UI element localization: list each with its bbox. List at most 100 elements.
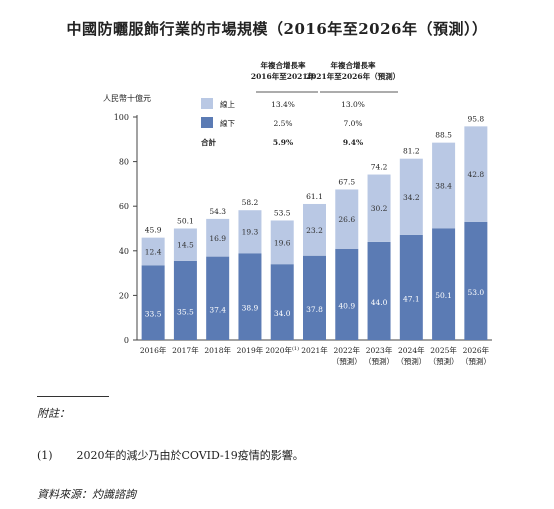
bar-total-value: 74.2 [371, 163, 388, 172]
bar-offline-value: 53.0 [468, 288, 485, 297]
bar-online-value: 42.8 [468, 170, 485, 179]
cagr-total-label: 合計 [201, 137, 216, 147]
cagr-header: 年複合增長率 [261, 60, 306, 70]
x-tick-label: 2022年 [333, 345, 360, 355]
cagr-value: 2.5% [273, 119, 292, 128]
bar-online [464, 126, 488, 222]
note-item: (1) 2020年的減少乃由於COVID-19疫情的影響。 [37, 447, 304, 463]
bar-online [303, 203, 326, 256]
x-tick-sublabel: （預測） [429, 356, 459, 366]
bar-online [335, 189, 359, 249]
bar-total-value: 53.5 [274, 208, 291, 217]
bar-offline [464, 221, 488, 340]
bar-total-value: 45.9 [145, 226, 162, 235]
y-tick-label: 60 [119, 202, 129, 211]
bar-total-value: 95.8 [468, 114, 485, 123]
bar-total-value: 67.5 [338, 177, 355, 186]
legend-swatch-offline [201, 117, 213, 128]
bar-offline-value: 37.4 [209, 305, 226, 314]
bar-offline-value: 44.0 [371, 298, 388, 307]
x-tick-sublabel: （預測） [396, 356, 426, 366]
x-tick-label: 2025年 [430, 345, 457, 355]
y-tick-label: 100 [114, 113, 129, 122]
note-number: (1) [37, 449, 53, 462]
bar-online-value: 19.6 [274, 238, 291, 247]
bar-offline [303, 255, 326, 340]
bar-online [206, 218, 230, 257]
x-tick-footnote-marker: (1) [292, 345, 299, 352]
bar-online [432, 142, 456, 229]
bar-online [141, 237, 165, 266]
bar-online-value: 30.2 [371, 204, 388, 213]
bar-online [270, 220, 294, 265]
bar-offline [367, 241, 391, 340]
cagr-value: 13.0% [341, 100, 365, 109]
bar-total-value: 88.5 [435, 131, 452, 140]
x-tick-sublabel: （預測） [461, 356, 491, 366]
x-tick-sublabel: （預測） [364, 356, 394, 366]
bar-offline-value: 50.1 [435, 291, 452, 300]
x-tick-label: 2026年 [463, 345, 490, 355]
bar-offline-value: 37.8 [306, 305, 323, 314]
legend-swatch-online [201, 98, 213, 109]
bar-total-value: 58.2 [242, 198, 259, 207]
bar-offline-value: 38.9 [242, 304, 259, 313]
bar-offline-value: 35.5 [177, 307, 194, 316]
bar-online [399, 158, 423, 235]
cagr-value: 5.9% [273, 138, 293, 147]
bar-offline [432, 228, 456, 340]
notes-label: 附註： [37, 407, 70, 420]
x-tick-label: 2024年 [398, 345, 425, 355]
y-tick-label: 80 [119, 158, 129, 167]
cagr-header: 年複合增長率 [331, 60, 376, 70]
bar-offline-value: 47.1 [403, 294, 420, 303]
chart-title: 中國防曬服飾行業的市場規模（2016年至2026年（預測）） [66, 20, 488, 38]
x-tick-label: 2023年 [366, 345, 393, 355]
bar-offline-value: 33.5 [145, 310, 162, 319]
bar-offline [141, 265, 165, 340]
x-tick-label: 2019年 [237, 345, 264, 355]
y-tick-label: 20 [119, 291, 129, 300]
bar-online-value: 26.6 [338, 215, 355, 224]
y-tick-label: 0 [124, 336, 129, 345]
bar-offline [173, 260, 197, 340]
note-text: 2020年的減少乃由於COVID-19疫情的影響。 [76, 449, 304, 462]
cagr-value: 13.4% [271, 100, 295, 109]
footnote-divider [37, 396, 109, 397]
bar-offline-value: 40.9 [338, 301, 355, 310]
bar-total-value: 54.3 [209, 207, 226, 216]
x-tick-label: 2020年(1) [265, 345, 299, 355]
bar-offline [238, 253, 262, 340]
bar-online [367, 174, 391, 242]
bar-total-value: 50.1 [177, 217, 194, 226]
bar-online-value: 14.5 [177, 241, 194, 250]
bar-total-value: 81.2 [403, 147, 420, 156]
bar-offline [270, 264, 294, 340]
bar-online-value: 19.3 [242, 228, 259, 237]
x-tick-label: 2017年 [172, 345, 199, 355]
legend-label: 線下 [220, 118, 235, 128]
bar-online-value: 16.9 [209, 234, 226, 243]
cagr-value: 7.0% [343, 119, 362, 128]
cagr-header: 2016年至2021年 [251, 71, 316, 81]
bar-online-value: 38.4 [435, 181, 452, 190]
y-axis-label: 人民幣十億元 [103, 93, 151, 103]
bar-online [173, 228, 197, 261]
bar-online-value: 23.2 [306, 226, 323, 235]
bar-online [238, 210, 262, 254]
x-tick-label: 2021年 [301, 345, 328, 355]
cagr-value: 9.4% [343, 138, 363, 147]
bar-offline-value: 34.0 [274, 309, 291, 318]
y-tick-label: 40 [119, 247, 129, 256]
bar-online-value: 12.4 [145, 247, 162, 256]
x-tick-sublabel: （預測） [332, 356, 362, 366]
source-line: 資料來源：灼識諮詢 [37, 488, 136, 501]
stacked-bar-chart: 0 20 40 60 80 100 人民幣十億元 33.5 12.4 45.9 2016年 35.5… [103, 60, 492, 366]
bar-offline [335, 248, 359, 340]
x-tick-label: 2018年 [204, 345, 231, 355]
x-tick-label: 2016年 [140, 345, 167, 355]
bar-total-value: 61.1 [306, 192, 323, 201]
bar-offline [206, 256, 230, 340]
bar-offline [399, 234, 423, 340]
legend-label: 線上 [220, 99, 235, 109]
